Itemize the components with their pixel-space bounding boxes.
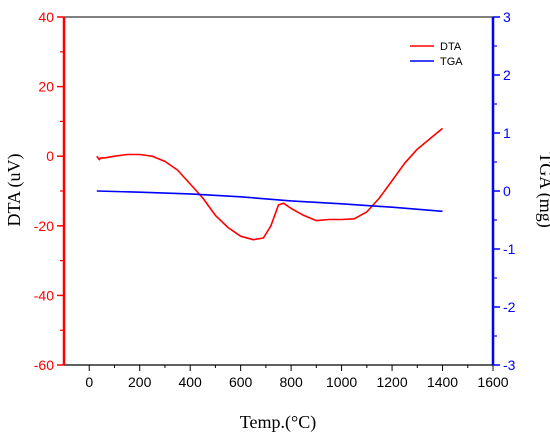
y-right-tick-label: -1: [503, 241, 516, 257]
y-right-axis-title: TGA (mg): [535, 152, 550, 228]
y-right-tick-label: 3: [503, 9, 511, 25]
y-right-tick-label: -3: [503, 357, 516, 373]
y-right-tick-label: 2: [503, 67, 511, 83]
x-axis: 0 200 400 600 800 1000 1200 1400 1600: [85, 365, 509, 390]
x-tick-label: 1400: [427, 374, 458, 390]
series-layer: [96, 127, 444, 241]
series-line-tga: [96, 190, 443, 213]
x-tick-label: 600: [229, 374, 253, 390]
legend-label-dta: DTA: [440, 41, 462, 53]
y-left-axis-title: DTA (uV): [4, 153, 25, 226]
y-left-axis: -60 -40 -20 0 20 40: [34, 9, 64, 373]
y-left-tick-label: 20: [38, 79, 54, 95]
y-right-axis: -3 -2 -1 0 1 2 3: [493, 9, 516, 373]
series-line-dta: [96, 127, 444, 241]
y-right-tick-label: -2: [503, 299, 516, 315]
plot-frame: [62, 16, 495, 366]
y-left-tick-label: -40: [34, 287, 54, 303]
y-right-tick-label: 1: [503, 125, 511, 141]
x-tick-label: 0: [85, 374, 93, 390]
y-left-tick-label: 0: [46, 148, 54, 164]
x-tick-label: 400: [178, 374, 202, 390]
legend: DTA TGA: [410, 41, 463, 68]
y-left-tick-label: -20: [34, 218, 54, 234]
x-axis-title: Temp.(°C): [240, 412, 316, 433]
x-tick-label: 1600: [477, 374, 508, 390]
x-tick-label: 800: [279, 374, 303, 390]
x-tick-label: 1000: [326, 374, 357, 390]
x-tick-label: 200: [128, 374, 152, 390]
y-left-tick-label: 40: [38, 9, 54, 25]
y-left-tick-label: -60: [34, 357, 54, 373]
legend-label-tga: TGA: [440, 56, 463, 68]
y-right-tick-label: 0: [503, 183, 511, 199]
x-tick-label: 1200: [376, 374, 407, 390]
